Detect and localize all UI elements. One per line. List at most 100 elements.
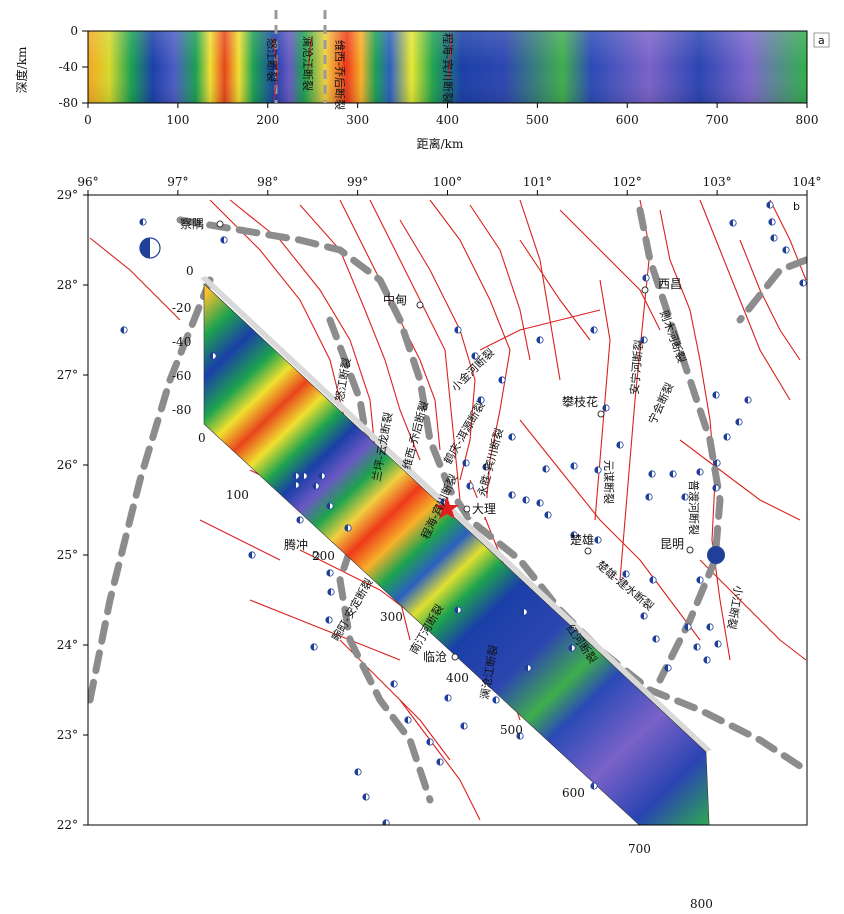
station-icon xyxy=(477,396,485,404)
station-icon xyxy=(536,336,544,344)
station-icon xyxy=(536,499,544,507)
lon-tick-label: 103° xyxy=(703,175,732,189)
strip-depth-tick: -20 xyxy=(172,301,191,315)
fault-label: 安宁河断裂 xyxy=(627,339,646,395)
seismic-stations xyxy=(120,201,807,825)
station-icon xyxy=(544,511,552,519)
panel-a-tag: a xyxy=(818,34,825,47)
station-icon xyxy=(713,459,721,467)
station-icon xyxy=(292,481,300,489)
fault-label: 元谋断裂 xyxy=(602,460,616,504)
station-icon xyxy=(300,472,308,480)
station-icon xyxy=(454,606,462,614)
profile-strip-depth-ticks: 0 -20 -40 -60 -80 0 xyxy=(172,264,206,445)
strip-distance-tick: 600 xyxy=(562,786,585,800)
lat-tick-label: 25° xyxy=(57,548,78,562)
station-icon xyxy=(382,819,390,825)
station-icon xyxy=(522,496,530,504)
station-icon xyxy=(723,433,731,441)
station-icon xyxy=(782,246,790,254)
panel-a: 怒江断裂 澜沧江断裂 维西-乔后断裂 程海-宾川断裂 a 0 -40 -80 深… xyxy=(14,10,830,151)
strip-distance-tick: 400 xyxy=(446,671,469,685)
station-icon xyxy=(508,491,516,499)
station-icon xyxy=(326,502,334,510)
station-icon xyxy=(642,274,650,282)
station-icon xyxy=(362,793,370,801)
block-boundaries xyxy=(88,206,807,804)
station-icon xyxy=(649,576,657,584)
x-tick-label: 700 xyxy=(706,113,729,127)
x-tick-label: 500 xyxy=(526,113,549,127)
station-icon xyxy=(296,516,304,524)
lat-tick-label: 24° xyxy=(57,638,78,652)
station-icon xyxy=(292,472,300,480)
strip-distance-tick: 800 xyxy=(690,897,713,911)
strip-distance-tick: 100 xyxy=(226,488,249,502)
focal-mechanism xyxy=(707,546,725,564)
city-label: 腾冲 xyxy=(284,537,308,552)
x-tick-label: 400 xyxy=(436,113,459,127)
station-icon xyxy=(696,468,704,476)
station-icon xyxy=(770,234,778,242)
station-icon xyxy=(318,472,326,480)
focal-mechanism xyxy=(139,237,161,259)
station-icon xyxy=(326,569,334,577)
station-icon xyxy=(696,576,704,584)
station-icon xyxy=(640,612,648,620)
strip-distance-tick: 500 xyxy=(500,723,523,737)
station-icon xyxy=(640,336,648,344)
station-icon xyxy=(594,466,602,474)
y-tick-label: -40 xyxy=(59,60,78,74)
profile-label: 怒江断裂 xyxy=(265,38,279,82)
x-tick-label: 600 xyxy=(616,113,639,127)
x-tick-label: 100 xyxy=(166,113,189,127)
station-icon xyxy=(312,482,320,490)
city-label: 大理 xyxy=(472,502,496,516)
lon-tick-label: 99° xyxy=(347,175,368,189)
station-icon xyxy=(492,696,500,704)
station-icon xyxy=(602,404,610,412)
strip-zero-tick: 0 xyxy=(198,431,206,445)
strip-distance-tick: 200 xyxy=(312,549,335,563)
station-icon xyxy=(706,623,714,631)
station-icon xyxy=(139,218,147,226)
station-icon xyxy=(444,694,452,702)
x-tick-label: 200 xyxy=(256,113,279,127)
profile-label: 维西-乔后断裂 xyxy=(333,40,347,110)
station-icon xyxy=(681,493,689,501)
lon-tick-label: 104° xyxy=(793,175,822,189)
station-icon xyxy=(344,524,352,532)
lat-tick-label: 29° xyxy=(57,188,78,202)
station-icon xyxy=(460,722,468,730)
fault-label: 普渡河断裂 xyxy=(687,480,701,535)
station-icon xyxy=(508,433,516,441)
station-icon xyxy=(426,738,434,746)
station-icon xyxy=(436,758,444,766)
panel-a-x-axis: 0 100 200 300 400 500 600 700 800 xyxy=(84,103,818,127)
station-icon xyxy=(462,459,470,467)
panel-a-y-axis: 0 -40 -80 深度/km xyxy=(14,24,88,110)
lat-tick-label: 27° xyxy=(57,368,78,382)
station-icon xyxy=(390,680,398,688)
station-icon xyxy=(645,493,653,501)
city-label: 中甸 xyxy=(383,292,407,307)
station-icon xyxy=(354,768,362,776)
station-icon xyxy=(622,570,630,578)
station-icon xyxy=(120,326,128,334)
station-icon xyxy=(404,716,412,724)
station-icon xyxy=(454,326,462,334)
strip-depth-tick: -40 xyxy=(172,335,191,349)
station-icon xyxy=(693,643,701,651)
station-icon xyxy=(570,531,578,539)
city-label: 攀枝花 xyxy=(562,394,598,409)
station-icon xyxy=(669,470,677,478)
station-icon xyxy=(590,782,598,790)
station-icon xyxy=(616,441,624,449)
station-icon xyxy=(568,644,576,652)
profile-strip-image xyxy=(204,284,710,825)
station-icon xyxy=(712,391,720,399)
x-tick-label: 300 xyxy=(346,113,369,127)
station-icon xyxy=(542,465,550,473)
panel-b-tag: b xyxy=(793,200,800,213)
